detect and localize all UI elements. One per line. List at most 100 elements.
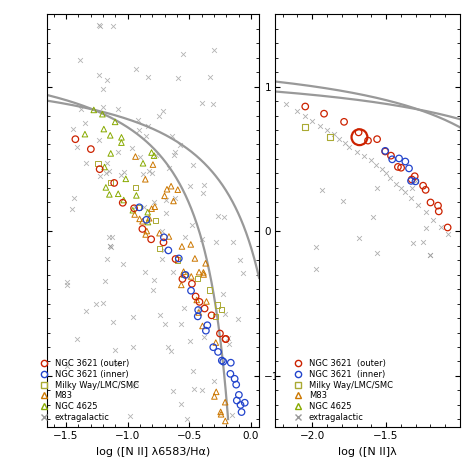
Point [177,400,185,408]
Point [170,268,177,276]
Point [120,196,128,204]
Point [121,169,128,176]
Point [207,73,214,81]
X-axis label: log ([N II]λ: log ([N II]λ [338,447,397,457]
Point [206,286,213,294]
Point [150,152,158,159]
Point [222,335,229,343]
Point [96,172,104,180]
Point [133,66,140,73]
Point [96,165,103,173]
Point [240,269,247,277]
Point [214,301,221,309]
Legend: NGC 3621 (outer), NGC 3621 (inner), Milky Way/LMC/SMC, M83, NGC 4625, extragalac: NGC 3621 (outer), NGC 3621 (inner), Milk… [35,358,139,422]
Point [212,238,219,246]
Point [355,234,363,242]
Point [169,132,176,140]
Point [353,148,360,155]
Point [187,241,195,248]
Point [135,116,142,124]
Point [164,343,172,351]
Point [158,227,165,235]
Point [106,242,113,250]
Point [203,298,210,305]
Point [178,243,186,250]
Point [102,170,110,177]
Point [95,21,103,29]
Point [427,252,434,259]
Point [387,174,394,182]
Point [409,239,416,247]
Point [186,337,194,344]
Point [132,153,139,160]
Point [437,223,445,231]
Point [218,357,226,365]
Point [218,306,226,313]
Point [401,188,409,196]
Point [108,243,115,250]
Point [217,410,225,418]
Point [118,171,125,178]
Point [378,165,385,173]
Point [401,158,409,165]
Point [130,204,138,212]
Point [212,388,220,396]
Point [210,392,218,400]
Point [201,333,208,340]
Point [183,416,191,423]
Point [164,246,172,254]
Point [196,298,203,306]
Point [126,412,133,420]
Point [294,108,301,115]
Point [96,22,103,30]
Point [216,330,224,337]
Point [219,358,227,365]
Point [129,207,137,214]
Point [165,164,173,172]
Point [222,428,230,436]
Point [167,182,175,190]
Point [199,189,207,197]
Point [435,208,443,215]
Point [229,238,237,246]
Point [108,233,116,241]
Point [221,398,229,406]
Point [148,149,155,156]
Point [95,136,103,144]
Point [180,50,187,57]
Point [131,203,139,211]
Point [172,255,179,263]
Point [187,287,195,294]
Point [199,322,206,330]
Point [208,311,215,319]
Point [241,399,248,407]
Point [77,105,84,113]
Point [355,128,363,136]
Point [312,265,319,273]
Point [169,387,176,395]
Point [149,169,156,176]
Point [221,417,229,425]
Point [161,192,168,200]
Point [81,130,89,138]
Point [69,205,76,213]
Point [148,205,155,212]
Point [356,133,363,141]
Point [133,191,140,199]
Point [191,255,199,262]
Point [82,119,89,127]
Point [388,155,396,163]
Point [114,105,121,112]
Point [382,170,390,177]
Point [170,197,177,205]
Point [212,339,219,346]
Point [106,242,113,249]
Point [407,177,415,185]
Point [187,273,195,280]
Point [82,159,90,167]
Point [90,106,98,114]
Point [198,386,206,393]
Point [188,221,196,229]
Point [149,161,157,168]
Point [364,137,372,145]
